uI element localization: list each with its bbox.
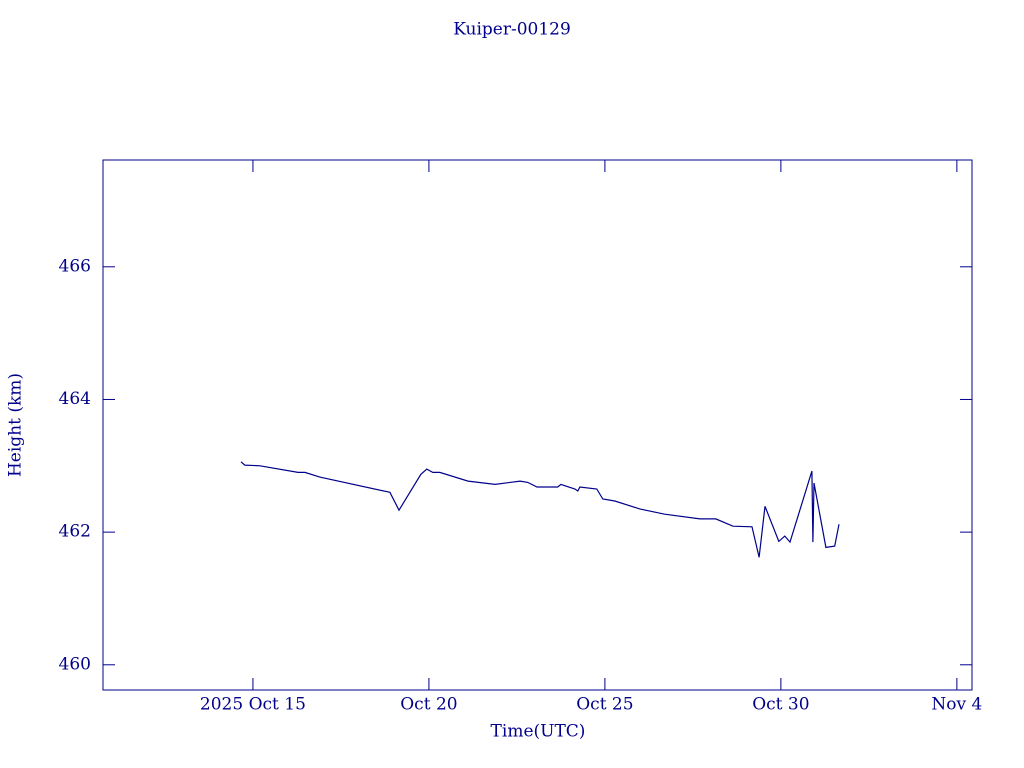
data-line [240,461,840,558]
plot-frame [102,159,973,691]
x-tick-label: Oct 20 [400,695,457,715]
x-tick-label: Nov 4 [931,695,982,715]
y-axis-label: Height (km) [6,373,26,477]
y-tick-label: 466 [59,256,91,276]
x-tick-label: 2025 Oct 15 [200,695,306,715]
x-axis-label: Time(UTC) [491,722,586,742]
chart-title: Kuiper-00129 [453,20,571,40]
y-tick-label: 460 [59,654,91,674]
x-tick-label: Oct 25 [576,695,633,715]
y-tick-label: 464 [59,389,91,409]
x-tick-label: Oct 30 [752,695,809,715]
y-tick-label: 462 [59,522,91,542]
